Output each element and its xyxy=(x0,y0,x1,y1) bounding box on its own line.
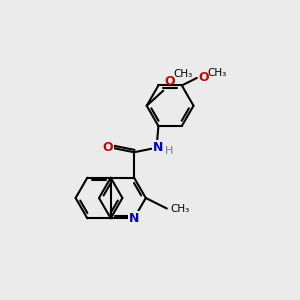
Text: H: H xyxy=(165,146,173,156)
Text: O: O xyxy=(102,141,113,154)
Text: CH₃: CH₃ xyxy=(174,69,193,79)
Text: O: O xyxy=(198,71,209,85)
Text: O: O xyxy=(165,75,175,88)
Text: CH₃: CH₃ xyxy=(207,68,226,79)
Text: N: N xyxy=(153,141,163,154)
Text: CH₃: CH₃ xyxy=(170,203,190,214)
Text: N: N xyxy=(129,212,139,225)
